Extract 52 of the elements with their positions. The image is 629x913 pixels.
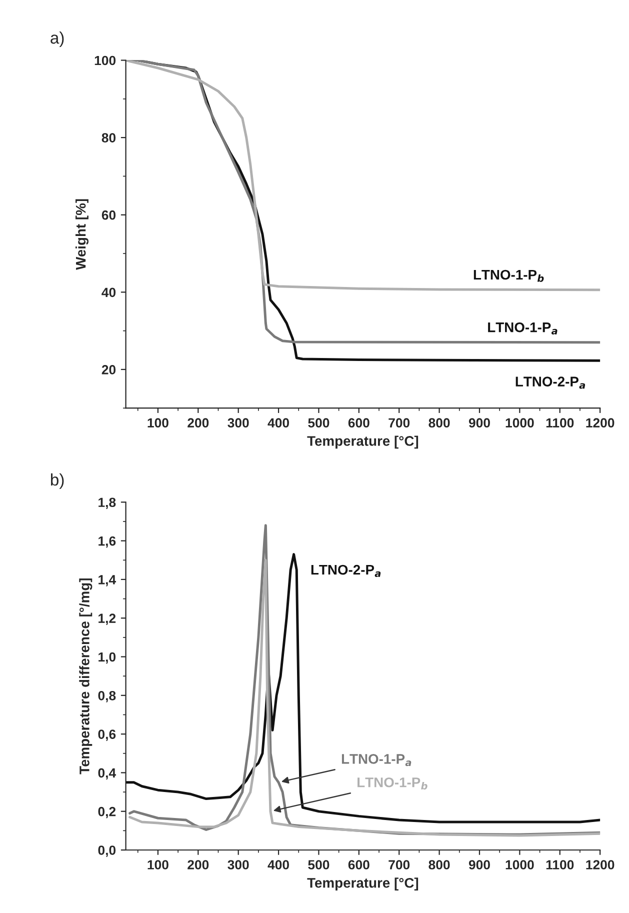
x-tick-label: 1100 (546, 418, 574, 428)
x-tick-label: 700 (388, 418, 410, 428)
x-tick-label: 300 (228, 418, 249, 428)
y-tick-label: 40 (102, 288, 116, 298)
y-tick-label: 1,0 (98, 652, 116, 664)
x-tick-label: 400 (268, 418, 289, 428)
series-label: LTNO-1-P$_{a}$ (488, 322, 558, 334)
series-label: LTNO-2-P$_{a}$ (516, 376, 586, 389)
series-label: LTNO-1-P$_{b}$ (474, 270, 544, 282)
x-tick-label: 300 (228, 860, 249, 870)
x-axis-title: Temperature [°C] (307, 436, 418, 449)
y-tick-label: 1,4 (98, 575, 116, 586)
x-axis-title: Temperature [°C] (307, 878, 418, 891)
x-tick-label: 1200 (586, 418, 614, 428)
x-tick-label: 600 (348, 418, 370, 428)
y-axis-title: Temperature difference [°/mg] (79, 578, 92, 774)
text: LTNO-1-P$_{b}$ (358, 777, 428, 790)
x-tick-label: 200 (188, 418, 209, 428)
x-tick-label: 200 (188, 860, 209, 870)
chart-title: b) (50, 473, 64, 489)
y-tick-label: 0,0 (98, 846, 116, 857)
y-tick-label: 60 (102, 210, 116, 220)
x-tick-label: 100 (148, 418, 168, 428)
line-series (126, 60, 600, 292)
x-tick-label: 900 (468, 860, 490, 870)
y-tick-label: 20 (102, 365, 116, 374)
x-tick-label: 800 (428, 418, 450, 428)
x-tick-label: 700 (388, 860, 410, 870)
x-tick-label: 100 (148, 860, 168, 870)
y-tick-label: 80 (102, 133, 116, 142)
x-tick-label: 500 (308, 860, 330, 870)
x-tick-label: 1100 (546, 860, 574, 870)
y-tick-label: 0,4 (98, 768, 116, 780)
y-tick-label: 0,2 (98, 806, 116, 818)
y-tick-label: 1,6 (98, 536, 116, 548)
y-tick-label: 0,8 (98, 690, 116, 702)
x-tick-label: 600 (348, 860, 370, 870)
x-tick-label: 1000 (506, 860, 534, 870)
y-tick-label: 0,6 (98, 730, 116, 741)
y-tick-label: 1,2 (98, 614, 116, 625)
x-tick-label: 1000 (506, 418, 534, 428)
x-tick-label: 900 (468, 418, 490, 428)
chart-title: a) (50, 32, 64, 48)
x-tick-label: 1200 (586, 860, 614, 870)
series-label: LTNO-2-P$_{a}$ (311, 564, 381, 577)
text: LTNO-1-P$_{a}$ (342, 754, 412, 766)
x-tick-label: 400 (268, 860, 289, 870)
y-axis-title: Weight [%] (76, 199, 89, 270)
y-tick-label: 100 (94, 56, 116, 66)
x-tick-label: 500 (308, 418, 330, 428)
x-tick-label: 800 (428, 860, 450, 870)
y-tick-label: 1,8 (98, 498, 116, 509)
